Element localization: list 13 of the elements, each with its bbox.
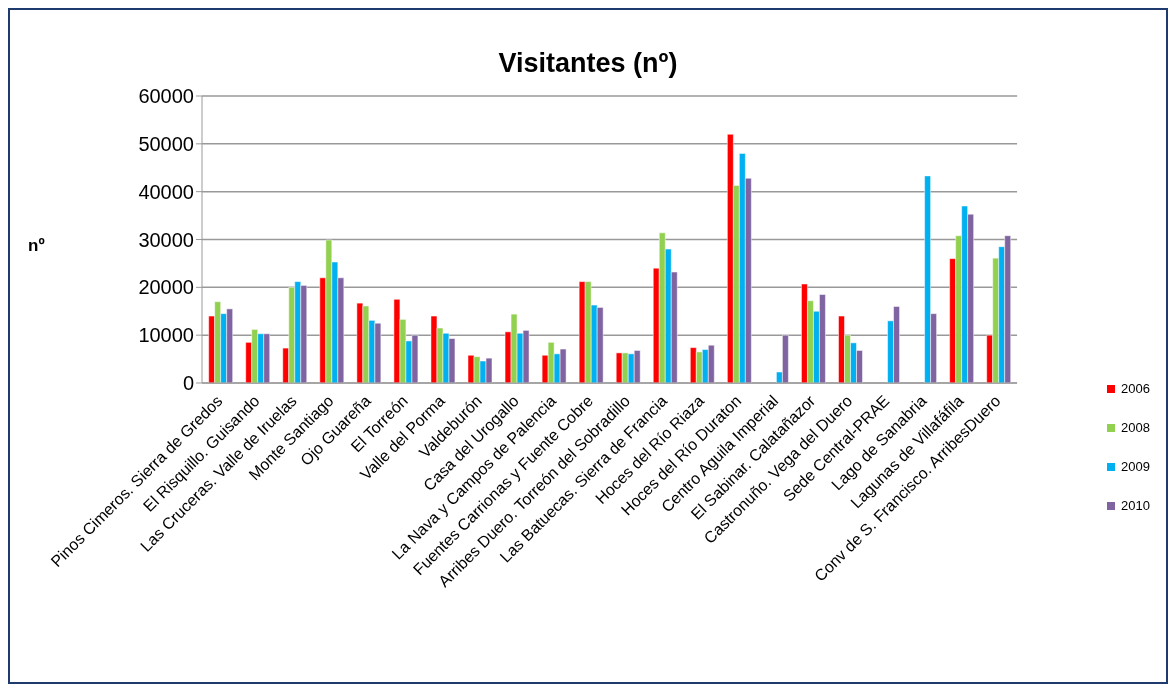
legend-label: 2006: [1121, 381, 1150, 396]
legend-label: 2010: [1121, 498, 1150, 513]
y-tick-label: 20000: [138, 276, 194, 299]
legend-label: 2008: [1121, 420, 1150, 435]
chart-title: Visitantes (nº): [497, 48, 679, 79]
y-axis-title: nº: [28, 236, 45, 256]
y-tick-label: 60000: [138, 85, 194, 108]
legend-label: 2009: [1121, 459, 1150, 474]
y-tick-label: 30000: [138, 228, 194, 251]
y-tick-label: 10000: [138, 324, 194, 347]
y-tick-label: 40000: [138, 180, 194, 203]
y-tick-label: 50000: [138, 132, 194, 155]
y-tick-label: 0: [182, 372, 194, 395]
